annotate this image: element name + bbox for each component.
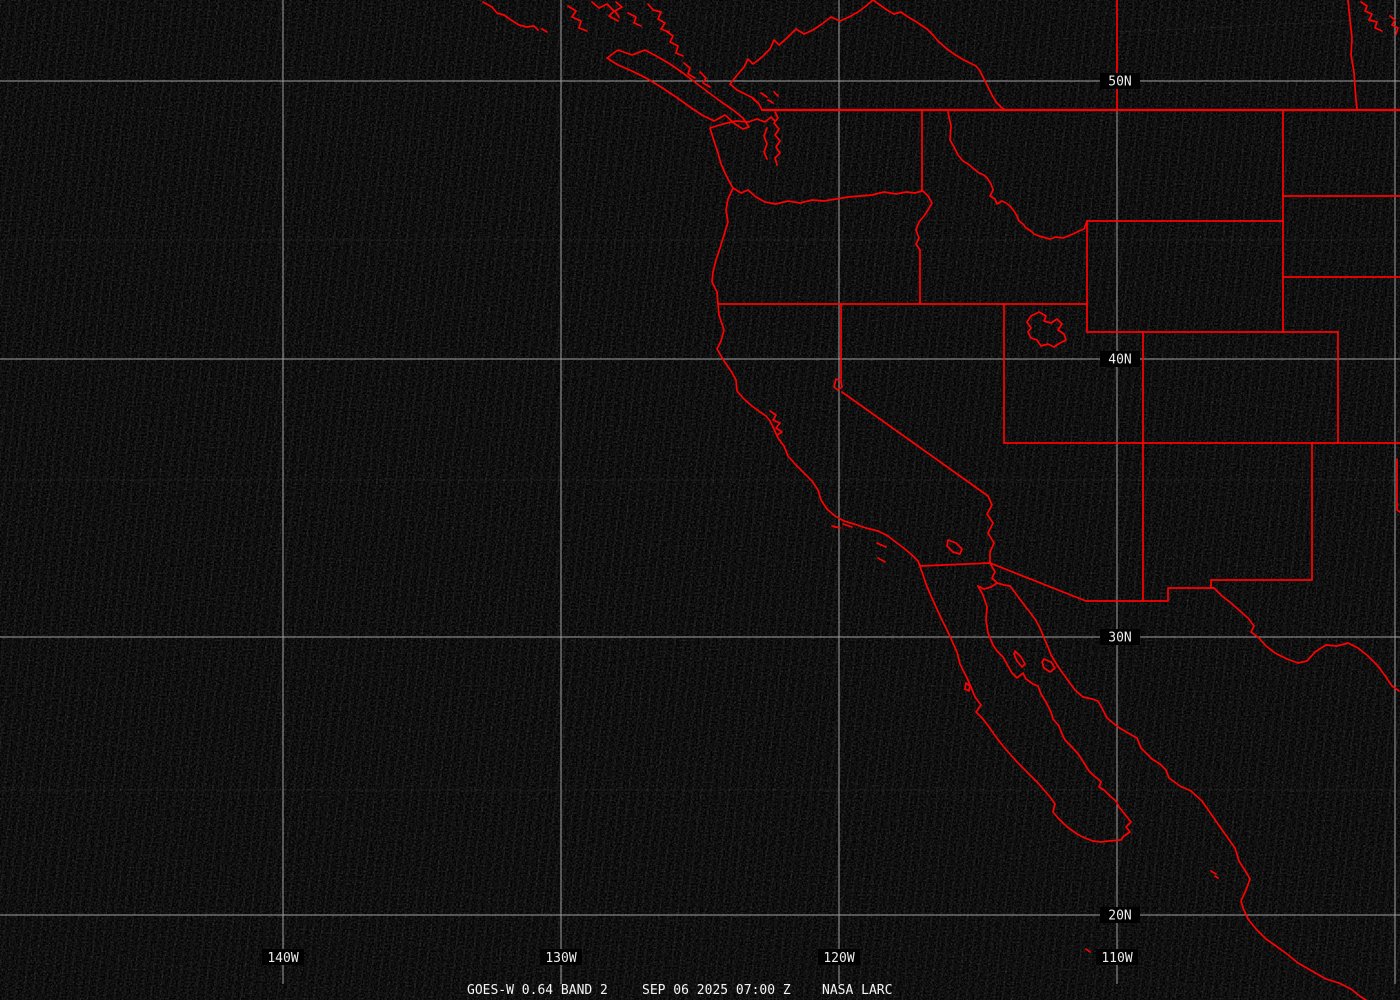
image-caption-bar: GOES-W 0.64 BAND 2 SEP 06 2025 07:00 Z N… [0, 984, 1400, 1000]
gulf-islands [1013, 650, 1056, 673]
caption-datetime: SEP 06 2025 07:00 Z [642, 983, 791, 998]
label-backing [540, 949, 582, 965]
latitude-label-20N: 20N [1108, 909, 1131, 924]
label-backing [262, 949, 304, 965]
latitude-label-40N: 40N [1108, 353, 1131, 368]
latitude-label-50N: 50N [1108, 75, 1131, 90]
isla-cedros [964, 682, 971, 692]
lake-tahoe [833, 378, 843, 391]
baja-east-coast [977, 585, 1132, 841]
snake-river-border [915, 189, 933, 305]
rio-grande [1213, 587, 1400, 692]
channel-islands [831, 523, 887, 563]
longitude-label-120W: 120W [823, 951, 854, 966]
longitude-label-140W: 140W [267, 951, 298, 966]
manitoba-lakes [1360, 1, 1399, 35]
label-backing [1096, 949, 1138, 965]
great-salt-lake [1026, 311, 1067, 348]
longitude-label-110W: 110W [1101, 951, 1132, 966]
longitude-label-130W: 130W [545, 951, 576, 966]
label-backing [1100, 907, 1140, 923]
label-backing [818, 949, 860, 965]
isla-socorro [1085, 948, 1091, 953]
haida-gwaii-islands [482, 1, 548, 33]
baja-west-coast [919, 565, 1121, 843]
label-backing [1100, 351, 1140, 367]
vancouver-island [606, 49, 750, 130]
bc-mainland-coast [729, 0, 874, 111]
san-francisco-bay [769, 410, 783, 436]
columbia-river-border [732, 187, 923, 205]
colorado-river-delta [977, 562, 1011, 590]
caption-product: GOES-W 0.64 BAND 2 [467, 983, 608, 998]
puget-sound [752, 91, 781, 166]
islas-tres-marias [1210, 870, 1219, 879]
idaho-montana-border [947, 111, 1088, 240]
california-nevada-border [840, 303, 989, 497]
latitude-label-30N: 30N [1108, 631, 1131, 646]
pacific-coastline [711, 187, 921, 567]
us-mexico-border [919, 562, 1215, 602]
new-mexico-south-border [1210, 579, 1313, 589]
scan-seam [1119, 17, 1400, 33]
bc-coastal-archipelago [567, 1, 711, 88]
label-backing [1100, 629, 1140, 645]
caption-credit: NASA LARC [822, 983, 893, 998]
label-backing [1100, 73, 1140, 89]
olympic-peninsula-coast [709, 116, 776, 189]
saskatchewan-manitoba-border [1347, 0, 1358, 111]
texas-oklahoma-border [1396, 458, 1400, 513]
colorado-river-border [986, 495, 995, 564]
salton-sea [946, 539, 963, 555]
sonora-sinaloa-coast [1009, 585, 1367, 1000]
bc-alberta-border [872, 0, 1006, 111]
